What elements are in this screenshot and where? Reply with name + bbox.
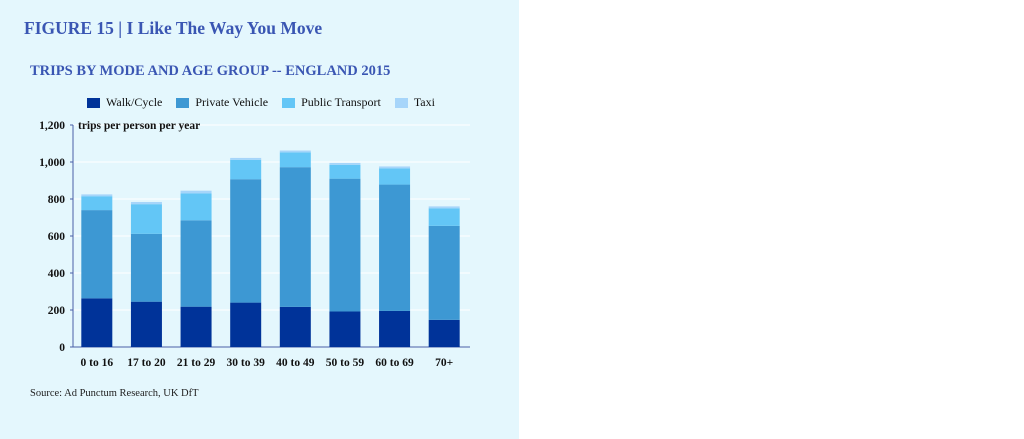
bar-segment: [81, 194, 113, 197]
legend-item-walk-cycle: Walk/Cycle: [87, 95, 162, 110]
bar-segment: [230, 179, 262, 303]
bar-segment: [81, 298, 113, 347]
bar-segment: [329, 178, 361, 312]
y-tick-label: 400: [48, 268, 66, 280]
bar-segment: [230, 157, 262, 160]
x-tick-label: 30 to 39: [227, 357, 266, 369]
legend-swatch-private-vehicle: [176, 97, 190, 108]
bar-segment: [379, 168, 411, 185]
bar-segment: [379, 166, 411, 169]
bar-segment: [180, 190, 212, 194]
bar-segment: [279, 152, 311, 168]
bar-segment: [130, 201, 162, 205]
bar-segment: [180, 220, 212, 307]
y-tick-label: 600: [48, 231, 66, 243]
legend-swatch-public-transport: [282, 97, 296, 108]
bar-segment: [428, 206, 460, 209]
x-tick-label: 40 to 49: [276, 357, 315, 369]
bar-segment: [180, 306, 212, 347]
legend-label-private-vehicle: Private Vehicle: [195, 95, 269, 109]
stacked-bar-chart: 0 200 400 600 800 1,000 1,200 trips per person …: [39, 120, 470, 369]
legend-label-public-transport: Public Transport: [301, 95, 381, 109]
source-note: Source: Ad Punctum Research, UK DfT: [30, 388, 199, 399]
bar-segment: [279, 150, 311, 153]
bar-segment: [180, 193, 212, 221]
legend-item-taxi: Taxi: [394, 95, 435, 110]
bar-segment: [428, 319, 460, 347]
bar-segment: [428, 208, 460, 226]
y-tick-label: 200: [48, 305, 66, 317]
bar-segment: [81, 196, 113, 211]
bar-segment: [428, 225, 460, 320]
bar-segment: [130, 233, 162, 302]
y-unit-label: trips per person per year: [78, 120, 200, 132]
bar-segment: [379, 310, 411, 347]
y-tick-label: 1,200: [39, 120, 65, 132]
y-tick-label: 0: [59, 342, 65, 354]
x-tick-label: 60 to 69: [375, 357, 414, 369]
bar-segment: [279, 167, 311, 307]
bar-segment: [329, 311, 361, 347]
x-tick-label: 50 to 59: [326, 357, 365, 369]
bar-segment: [230, 159, 262, 180]
bar-segment: [379, 184, 411, 311]
legend-item-private-vehicle: Private Vehicle: [176, 95, 268, 110]
bar-segment: [130, 204, 162, 234]
legend-swatch-taxi: [394, 97, 408, 108]
y-tick-label: 1,000: [39, 157, 65, 169]
bar-segment: [329, 162, 361, 165]
bar-segment: [81, 210, 113, 299]
legend-swatch-walk-cycle: [87, 97, 100, 108]
y-tick-label: 800: [48, 194, 66, 206]
bar-segment: [130, 301, 162, 347]
x-tick-label: 0 to 16: [81, 357, 114, 369]
legend-item-public-transport: Public Transport: [282, 95, 381, 110]
figure-title: FIGURE 15 | I Like The Way You Move: [24, 18, 323, 38]
bar-segment: [329, 164, 361, 179]
chart-title: TRIPS BY MODE AND AGE GROUP -- ENGLAND 2…: [30, 63, 391, 79]
legend-label-taxi: Taxi: [413, 95, 435, 109]
bar-segment: [230, 302, 262, 347]
x-tick-label: 21 to 29: [177, 357, 216, 369]
x-tick-label: 17 to 20: [127, 357, 166, 369]
bar-segment: [279, 306, 311, 347]
x-tick-label: 70+: [435, 357, 453, 369]
legend-label-walk-cycle: Walk/Cycle: [106, 95, 163, 109]
legend: Walk/Cycle Private Vehicle Public Transp…: [87, 95, 449, 110]
